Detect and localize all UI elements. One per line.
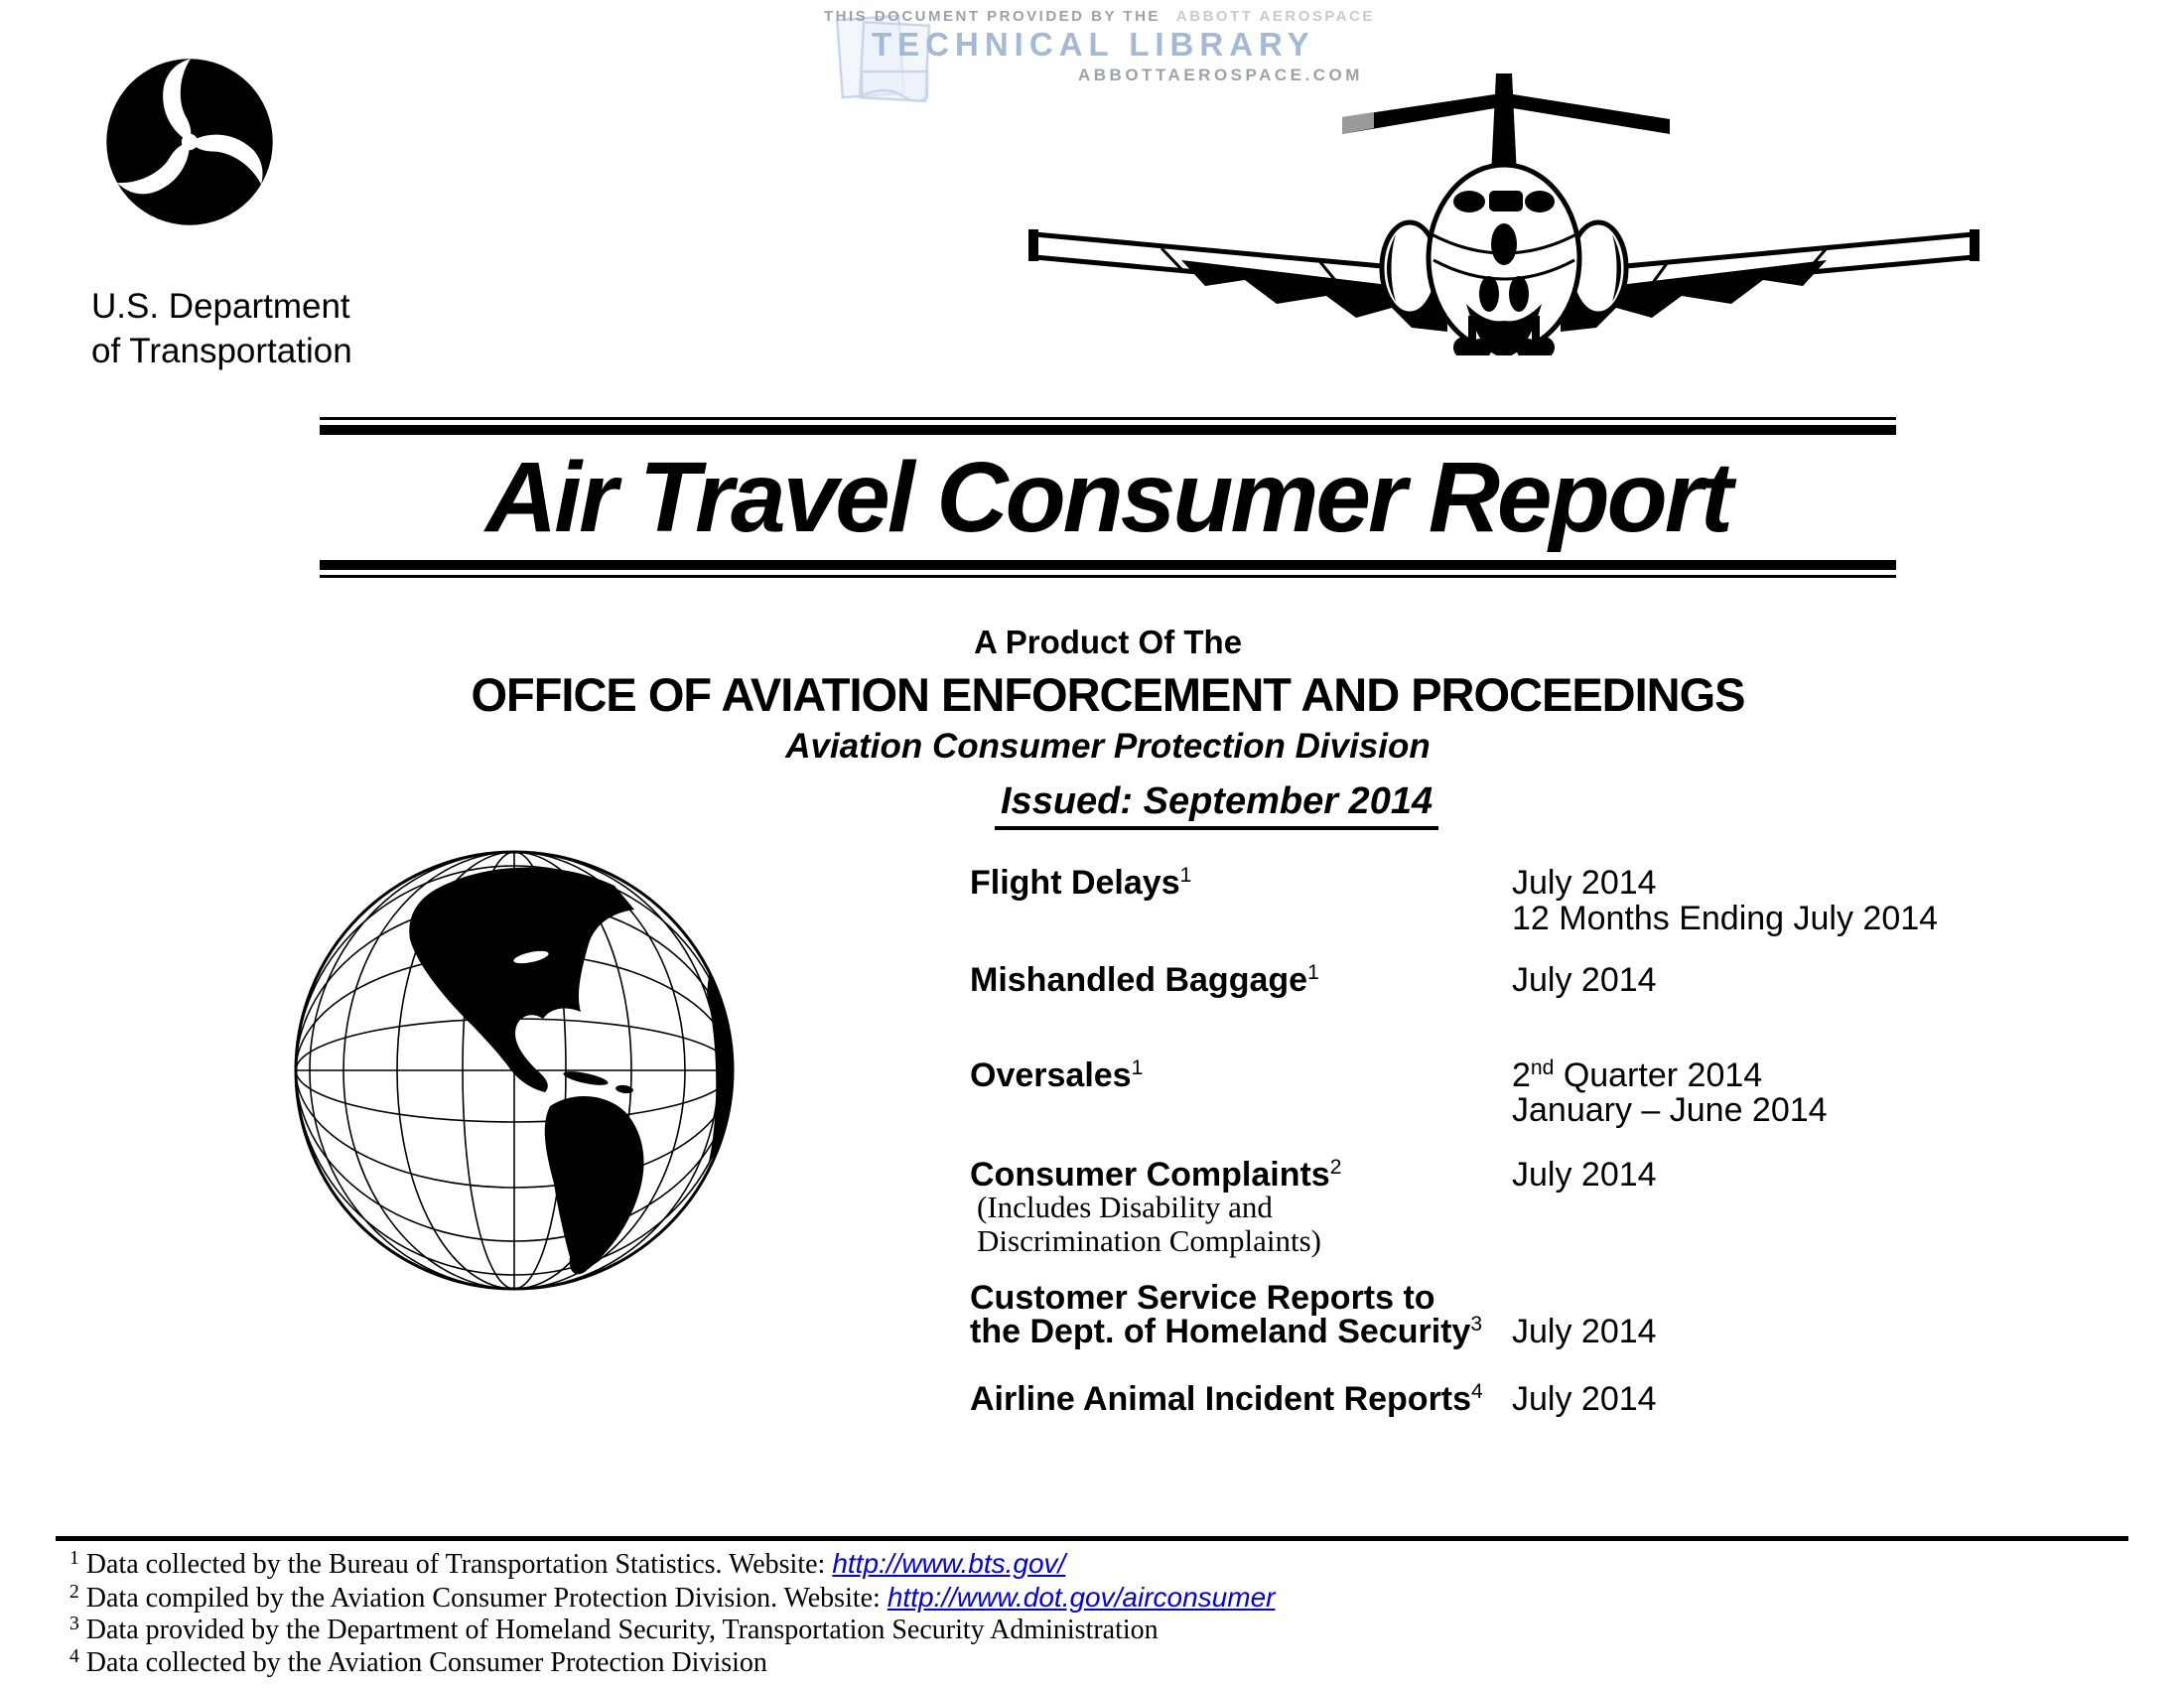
item-customer-service-date: July 2014	[1512, 1313, 1657, 1350]
subtitle-product-of: A Product Of The	[973, 624, 1243, 660]
title-banner: Air Travel Consumer Report	[320, 417, 1896, 578]
footnote-4: 4 Data collected by the Aviation Consume…	[69, 1645, 767, 1678]
item-oversales-date1: 2nd Quarter 2014	[1512, 1056, 1763, 1094]
agency-line2: of Transportation	[91, 332, 352, 370]
footnote-ref: 1	[1307, 961, 1319, 985]
ordinal-suffix: nd	[1530, 1056, 1555, 1080]
watermark-brand: ABBOTT AEROSPACE	[1175, 8, 1375, 25]
footnote-ref: 1	[1131, 1056, 1144, 1080]
banner-rule-bottom-thin	[320, 575, 1896, 578]
footnote-ref: 1	[1179, 864, 1192, 888]
watermark-provided-by: THIS DOCUMENT PROVIDED BY THE ABBOTT AERO…	[824, 8, 1375, 25]
agency-name: U.S. Department of Transportation	[91, 284, 352, 373]
footnote-3: 3 Data provided by the Department of Hom…	[69, 1614, 1159, 1645]
footnote-2: 2 Data compiled by the Aviation Consumer…	[69, 1581, 1276, 1614]
item-mishandled-baggage: Mishandled Baggage1	[970, 961, 1319, 999]
footnotes: 1 Data collected by the Bureau of Transp…	[69, 1548, 1276, 1680]
watermark-document-icon	[832, 12, 951, 108]
footnote-link-airconsumer[interactable]: http://www.dot.gov/airconsumer	[887, 1581, 1276, 1613]
page-title: Air Travel Consumer Report	[485, 441, 1733, 553]
footnote-1: 1 Data collected by the Bureau of Transp…	[69, 1548, 1066, 1580]
banner-rule-bottom-thick	[320, 560, 1896, 570]
footnote-ref: 4	[1471, 1380, 1483, 1404]
item-customer-service-line1: Customer Service Reports to	[970, 1279, 1435, 1317]
banner-rule-top-thin	[320, 417, 1896, 420]
item-consumer-complaints-note2: Discrimination Complaints)	[977, 1223, 1321, 1258]
item-flight-delays: Flight Delays1	[970, 864, 1192, 902]
item-flight-delays-date2: 12 Months Ending July 2014	[1512, 900, 1939, 937]
subtitle-office: OFFICE OF AVIATION ENFORCEMENT AND PROCE…	[471, 668, 1745, 721]
item-oversales-date2: January – June 2014	[1512, 1091, 1828, 1129]
agency-line1: U.S. Department	[91, 287, 350, 326]
watermark-technical-library: TECHNICAL LIBRARY	[872, 26, 1315, 63]
item-flight-delays-date1: July 2014	[1512, 864, 1657, 902]
footnote-ref: 3	[1470, 1313, 1483, 1336]
item-customer-service-line2: the Dept. of Homeland Security3	[970, 1313, 1483, 1350]
banner-rule-top-thick	[320, 425, 1896, 435]
item-animal-incidents: Airline Animal Incident Reports4	[970, 1380, 1483, 1418]
footnote-link-bts[interactable]: http://www.bts.gov/	[832, 1548, 1066, 1579]
watermark-url: ABBOTTAEROSPACE.COM	[1078, 66, 1363, 84]
item-consumer-complaints-note1: (Includes Disability and	[977, 1190, 1273, 1224]
issued-date: Issued: September 2014	[995, 780, 1439, 830]
item-mishandled-baggage-date: July 2014	[1512, 961, 1657, 999]
subtitle-division: Aviation Consumer Protection Division	[785, 727, 1431, 766]
footnote-divider	[56, 1536, 2128, 1541]
item-consumer-complaints: Consumer Complaints2	[970, 1156, 1342, 1194]
airplane-illustration	[1018, 68, 1990, 360]
subtitle-block: A Product Of The OFFICE OF AVIATION ENFO…	[320, 624, 1896, 767]
item-consumer-complaints-date: July 2014	[1512, 1156, 1657, 1194]
footnote-ref: 2	[1329, 1156, 1342, 1180]
item-oversales: Oversales1	[970, 1056, 1144, 1094]
item-animal-incidents-date: July 2014	[1512, 1380, 1657, 1418]
dot-logo-icon	[99, 52, 280, 237]
globe-illustration	[290, 846, 739, 1300]
